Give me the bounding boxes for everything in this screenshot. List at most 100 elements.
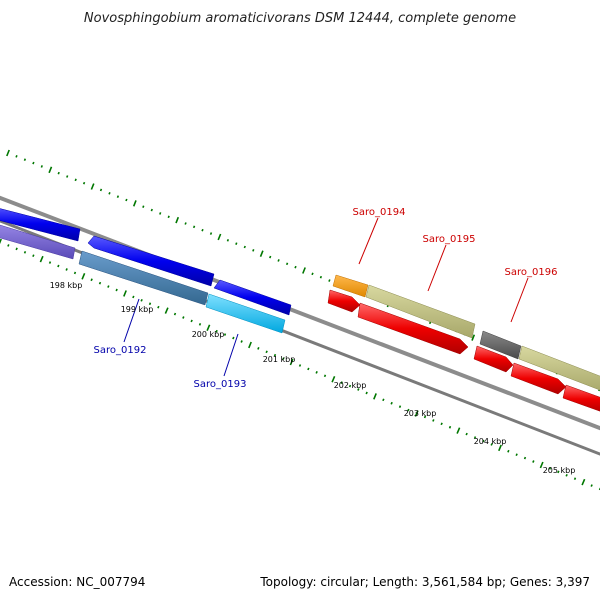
map-title: Novosphingobium aromaticivorans DSM 1244…	[84, 11, 516, 26]
gene-block-saro-0194[interactable]	[332, 274, 369, 298]
ruler-tick-minor	[440, 422, 443, 426]
ruler-tick-minor	[465, 432, 468, 436]
ruler-tick-major	[581, 478, 586, 486]
ruler-tick-minor	[523, 456, 527, 460]
kbp-label-201: 201 kbp	[263, 355, 296, 364]
outer-tick-minor	[209, 232, 213, 235]
ruler-tick-minor	[407, 408, 410, 412]
ruler-tick-minor	[157, 305, 160, 309]
ruler-tick-minor	[190, 319, 193, 323]
ruler-tick-major	[0, 238, 2, 245]
feature-purple-left[interactable]	[0, 222, 76, 260]
ruler-tick-major	[456, 427, 461, 434]
kbp-label-203: 203 kbp	[404, 409, 437, 418]
ruler-tick-minor	[282, 357, 285, 361]
gene-label-saro-0195: Saro_0195	[423, 234, 476, 245]
outer-tick-minor	[192, 225, 196, 229]
genome-summary-text: Topology: circular; Length: 3,561,584 bp…	[259, 575, 590, 589]
ruler-tick-minor	[340, 381, 343, 385]
leader-saro-0194	[358, 217, 379, 265]
ruler-tick-minor	[132, 295, 135, 299]
ruler-tick-minor	[307, 367, 310, 371]
ruler-tick-major	[289, 358, 294, 366]
ruler-tick-ring	[0, 238, 600, 491]
ruler-tick-minor	[115, 288, 118, 292]
feature-group-right	[327, 274, 600, 413]
outer-tick-minor	[243, 245, 246, 249]
ruler-tick-major	[414, 410, 419, 417]
cds-forward-3[interactable]	[473, 345, 514, 373]
gene-label-saro-0196: Saro_0196	[505, 267, 558, 278]
kbp-label-205: 205 kbp	[543, 466, 576, 475]
ruler-tick-minor	[223, 333, 227, 336]
ruler-tick-minor	[482, 439, 485, 443]
ruler-tick-minor	[173, 312, 177, 316]
cds-forward-2[interactable]	[357, 302, 469, 355]
ruler-tick-minor	[57, 264, 60, 268]
ruler-tick-minor	[48, 261, 52, 264]
ruler-tick-minor	[382, 398, 385, 402]
ruler-tick-minor	[107, 285, 110, 288]
ruler-tick-minor	[557, 470, 560, 474]
gene-block-saro-0195[interactable]	[365, 284, 476, 339]
ruler-tick-minor	[548, 467, 552, 470]
ruler-tick-minor	[565, 473, 568, 477]
outer-tick-minor	[32, 161, 35, 165]
ruler-tick-minor	[515, 453, 518, 457]
ruler-tick-minor	[490, 443, 493, 446]
ruler-tick-minor	[573, 477, 577, 480]
cds-reverse-left[interactable]	[0, 206, 81, 242]
ruler-tick-minor	[398, 405, 402, 408]
gene-block-saro-0193[interactable]	[205, 293, 286, 334]
outer-tick-minor	[116, 195, 120, 198]
ruler-tick-minor	[240, 340, 243, 343]
kbp-label-200: 200 kbp	[192, 330, 225, 339]
cds-forward-1[interactable]	[327, 289, 361, 313]
outer-tick-minor	[184, 222, 187, 225]
cds-reverse-mid[interactable]	[87, 235, 215, 287]
ruler-tick-major	[123, 290, 127, 297]
outer-tick-minor	[74, 178, 77, 182]
outer-tick-minor	[40, 165, 43, 168]
cds-reverse-right[interactable]	[213, 279, 292, 316]
ruler-tick-minor	[507, 449, 510, 453]
outer-tick-minor	[285, 262, 289, 266]
outer-tick-minor	[150, 208, 153, 212]
outer-tick-minor	[319, 275, 323, 279]
gene-label-saro-0192: Saro_0192	[94, 345, 147, 356]
ruler-tick-minor	[448, 425, 452, 429]
cds-forward-5[interactable]	[562, 384, 600, 413]
outer-tick-minor	[277, 259, 280, 262]
ruler-tick-minor	[215, 329, 218, 333]
ruler-tick-minor	[98, 281, 102, 285]
outer-tick-minor	[66, 175, 69, 178]
outer-tick-minor	[15, 155, 18, 158]
ruler-tick-major	[331, 375, 336, 383]
ruler-tick-minor	[15, 247, 18, 251]
label-leaders	[123, 217, 529, 377]
kbp-label-199: 199 kbp	[121, 305, 154, 314]
outer-tick-major	[471, 334, 476, 341]
outer-tick-major	[175, 216, 180, 224]
ruler-tick-minor	[473, 436, 477, 439]
leader-saro-0195	[427, 244, 447, 292]
ruler-tick-major	[81, 272, 86, 280]
gene-label-saro-0193: Saro_0193	[194, 379, 247, 390]
gene-block-saro-0192[interactable]	[78, 250, 209, 306]
accession-text: Accession: NC_007794	[9, 575, 145, 589]
ruler-tick-minor	[323, 374, 327, 378]
leader-saro-0196	[510, 277, 529, 323]
ruler-tick-minor	[357, 388, 360, 391]
ruler-tick-minor	[348, 384, 352, 388]
outer-tick-minor	[57, 171, 60, 175]
ruler-tick-major	[206, 324, 211, 332]
outer-tick-major	[48, 166, 53, 174]
ruler-tick-minor	[198, 323, 202, 326]
gene-block-saro-0196[interactable]	[518, 345, 600, 392]
cds-forward-4[interactable]	[510, 362, 567, 395]
ruler-tick-minor	[23, 251, 27, 254]
ruler-tick-major	[248, 341, 252, 349]
gene-block-gray[interactable]	[479, 330, 522, 360]
ruler-tick-minor	[32, 254, 35, 258]
